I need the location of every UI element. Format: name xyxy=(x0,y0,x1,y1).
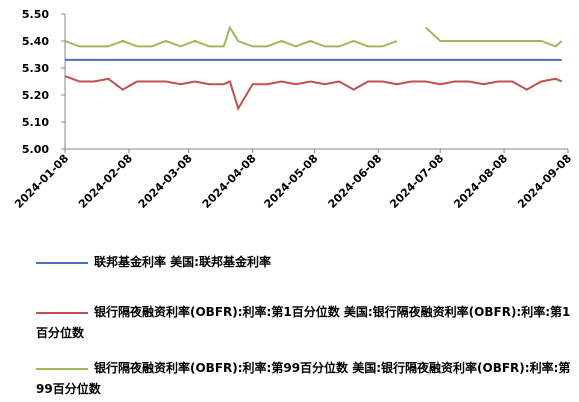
legend-item: 银行隔夜融资利率(OBFR):利率:第99百分位数 美国:银行隔夜融资利率(OB… xyxy=(36,358,576,400)
y-tick-label: 5.40 xyxy=(22,35,49,48)
legend-label: 银行隔夜融资利率(OBFR):利率:第1百分位数 美国:银行隔夜融资利率(OBF… xyxy=(36,305,571,340)
legend-label: 联邦基金利率 美国:联邦基金利率 xyxy=(94,255,271,269)
y-tick-label: 5.10 xyxy=(22,116,49,129)
x-tick-label: 2024-09-08 xyxy=(515,152,574,211)
y-tick-label: 5.20 xyxy=(22,89,49,102)
legend-item: 银行隔夜融资利率(OBFR):利率:第1百分位数 美国:银行隔夜融资利率(OBF… xyxy=(36,302,576,344)
x-tick-label: 2024-03-08 xyxy=(136,152,195,211)
legend-label: 银行隔夜融资利率(OBFR):利率:第99百分位数 美国:银行隔夜融资利率(OB… xyxy=(36,361,571,396)
legend-item: 联邦基金利率 美国:联邦基金利率 xyxy=(36,252,576,273)
x-tick-label: 2024-04-08 xyxy=(200,152,259,211)
x-tick-label: 2024-05-08 xyxy=(262,152,321,211)
x-tick-label: 2024-01-08 xyxy=(12,152,71,211)
legend-swatch xyxy=(36,311,88,314)
y-tick-label: 5.30 xyxy=(22,62,49,75)
legend-swatch xyxy=(36,367,88,370)
x-tick-label: 2024-07-08 xyxy=(387,152,446,211)
x-tick-label: 2024-08-08 xyxy=(451,152,510,211)
series-line xyxy=(64,75,563,111)
legend-swatch xyxy=(36,261,88,264)
y-tick-label: 5.00 xyxy=(22,143,49,156)
series-line xyxy=(64,25,563,48)
x-tick-label: 2024-06-08 xyxy=(326,152,385,211)
y-tick-label: 5.50 xyxy=(22,8,49,21)
x-tick-label: 2024-02-08 xyxy=(76,152,135,211)
